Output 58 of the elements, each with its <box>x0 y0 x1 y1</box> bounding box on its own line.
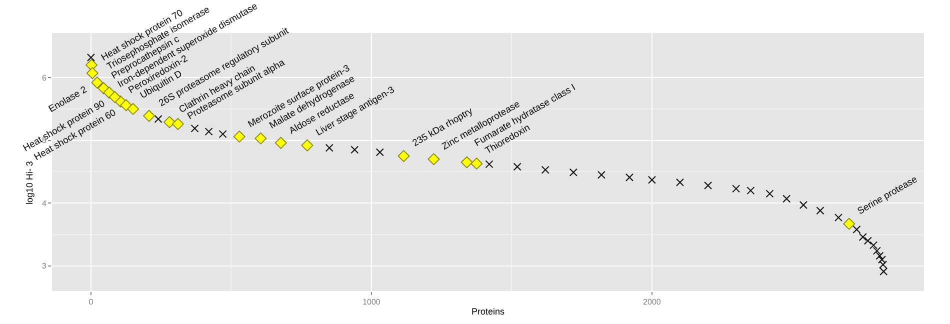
point <box>190 124 199 132</box>
point <box>880 268 888 276</box>
point <box>218 130 227 138</box>
point <box>154 115 162 123</box>
point <box>858 233 867 242</box>
point <box>233 130 246 143</box>
point <box>843 218 856 230</box>
point <box>852 225 861 234</box>
point <box>376 148 384 156</box>
point <box>879 260 888 269</box>
x-tick-label: 0 <box>88 298 94 307</box>
point <box>799 201 808 209</box>
point <box>86 59 98 71</box>
point <box>91 76 104 89</box>
point <box>872 246 881 255</box>
point <box>746 186 755 195</box>
x-tick-label: 2000 <box>643 298 662 307</box>
point <box>204 128 213 136</box>
y-tick-label: 3 <box>42 262 47 271</box>
point <box>428 153 440 166</box>
y-tick-label: 6 <box>42 73 47 82</box>
point <box>86 53 95 62</box>
point <box>274 136 287 149</box>
point <box>704 182 712 190</box>
y-tick-label: 4 <box>42 198 47 208</box>
point <box>86 67 98 80</box>
point <box>648 176 656 184</box>
point <box>172 118 184 130</box>
point <box>164 116 176 128</box>
point <box>569 168 578 176</box>
x-tick-label: 1000 <box>362 298 381 307</box>
point <box>816 206 824 215</box>
point <box>325 144 334 152</box>
point <box>878 256 886 264</box>
point <box>254 132 267 144</box>
point <box>732 184 740 193</box>
point <box>766 190 774 198</box>
point <box>460 156 473 168</box>
y-axis-title: log10 Hi- 3 <box>24 161 34 205</box>
point <box>626 173 634 182</box>
point <box>870 241 878 250</box>
point <box>127 103 139 115</box>
x-axis-title: Proteins <box>471 306 505 316</box>
point <box>597 170 606 179</box>
point <box>470 158 483 170</box>
point <box>108 91 121 103</box>
point <box>513 162 522 171</box>
point <box>834 214 842 222</box>
point <box>541 166 550 174</box>
point <box>676 178 684 186</box>
point <box>350 146 359 154</box>
point <box>864 236 872 245</box>
point <box>301 139 314 152</box>
point <box>143 110 155 122</box>
point <box>485 160 494 168</box>
point <box>398 150 410 162</box>
point <box>876 252 884 260</box>
point <box>782 194 791 203</box>
